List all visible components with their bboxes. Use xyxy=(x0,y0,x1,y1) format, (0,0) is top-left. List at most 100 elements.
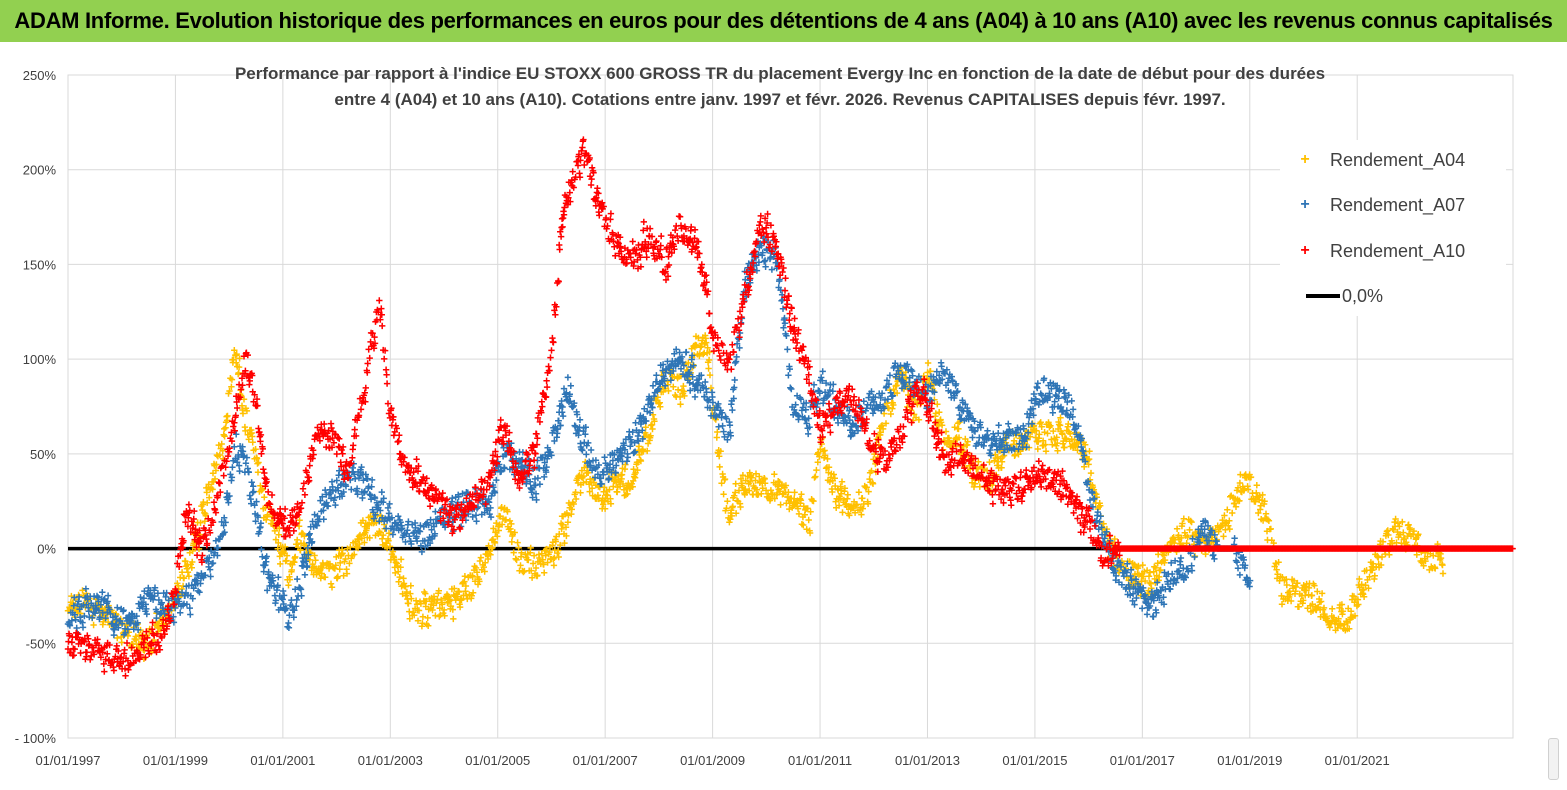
data-point-Rendement_A10 xyxy=(339,450,346,457)
data-point-Rendement_A10 xyxy=(101,668,108,675)
data-point-Rendement_A10 xyxy=(290,527,297,535)
data-point-Rendement_A04 xyxy=(1049,441,1056,448)
data-point-Rendement_A04 xyxy=(956,418,963,426)
data-point-Rendement_A04 xyxy=(429,606,436,614)
data-point-Rendement_A10 xyxy=(559,214,567,222)
data-point-Rendement_A04 xyxy=(580,479,587,486)
data-point-Rendement_A04 xyxy=(292,553,299,561)
data-point-Rendement_A04 xyxy=(739,472,747,479)
data-point-Rendement_A07 xyxy=(691,393,699,401)
data-point-Rendement_A04 xyxy=(936,409,943,416)
data-point-Rendement_A04 xyxy=(634,466,641,474)
data-point-Rendement_A04 xyxy=(254,460,261,467)
data-point-Rendement_A04 xyxy=(1338,601,1346,608)
data-point-Rendement_A04 xyxy=(1057,414,1064,421)
data-point-Rendement_A04 xyxy=(746,487,753,494)
data-point-Rendement_A04 xyxy=(356,540,363,548)
data-point-Rendement_A04 xyxy=(1252,498,1259,505)
data-point-Rendement_A04 xyxy=(249,433,256,440)
data-point-Rendement_A04 xyxy=(893,389,901,397)
data-point-Rendement_A04 xyxy=(447,602,455,610)
data-point-Rendement_A04 xyxy=(337,559,344,567)
data-point-Rendement_A04 xyxy=(1351,612,1359,619)
data-point-Rendement_A04 xyxy=(414,617,422,624)
data-point-Rendement_A04 xyxy=(367,513,374,520)
data-point-Rendement_A04 xyxy=(197,519,204,526)
data-point-Rendement_A04 xyxy=(233,359,240,366)
data-point-Rendement_A07 xyxy=(601,454,608,461)
data-point-Rendement_A04 xyxy=(114,634,121,642)
data-point-Rendement_A04 xyxy=(637,457,645,465)
data-point-Rendement_A04 xyxy=(1135,562,1142,570)
data-point-Rendement_A04 xyxy=(506,517,514,525)
data-point-Rendement_A04 xyxy=(729,503,736,510)
data-point-Rendement_A04 xyxy=(970,483,978,491)
data-point-Rendement_A04 xyxy=(1075,440,1082,447)
data-point-Rendement_A04 xyxy=(561,539,568,547)
data-point-Rendement_A10 xyxy=(357,406,365,413)
data-point-Rendement_A07 xyxy=(719,422,726,430)
data-point-Rendement_A04 xyxy=(361,539,368,546)
x-tick-label: 01/01/2021 xyxy=(1325,753,1390,768)
data-point-Rendement_A04 xyxy=(1224,506,1231,513)
data-point-Rendement_A04 xyxy=(385,537,392,544)
data-point-Rendement_A04 xyxy=(462,582,470,590)
data-point-Rendement_A04 xyxy=(484,555,492,563)
data-point-Rendement_A04 xyxy=(1215,528,1222,535)
data-point-Rendement_A10 xyxy=(394,438,401,446)
data-point-Rendement_A04 xyxy=(882,420,890,427)
data-point-Rendement_A04 xyxy=(1180,515,1187,522)
data-point-Rendement_A07 xyxy=(1049,409,1056,416)
data-point-Rendement_A04 xyxy=(233,350,240,358)
x-tick-label: 01/01/2019 xyxy=(1217,753,1282,768)
x-axis-labels: 01/01/1997 01/01/1999 01/01/2001 01/01/2003… xyxy=(35,753,1389,768)
data-point-Rendement_A04 xyxy=(406,615,413,622)
data-point-Rendement_A04 xyxy=(844,491,851,498)
data-point-Rendement_A04 xyxy=(286,576,294,583)
data-point-Rendement_A04 xyxy=(272,536,280,543)
data-point-Rendement_A10 xyxy=(306,462,313,469)
data-point-Rendement_A04 xyxy=(228,383,235,390)
data-point-Rendement_A04 xyxy=(581,464,588,471)
data-point-Rendement_A04 xyxy=(1145,573,1153,580)
data-point-Rendement_A04 xyxy=(716,453,723,460)
data-point-Rendement_A10 xyxy=(543,377,550,384)
data-point-Rendement_A04 xyxy=(636,451,643,459)
data-point-Rendement_A04 xyxy=(706,348,713,356)
data-point-Rendement_A04 xyxy=(1347,608,1355,615)
data-point-Rendement_A04 xyxy=(230,356,237,363)
data-point-Rendement_A10 xyxy=(104,650,111,657)
data-point-Rendement_A07 xyxy=(285,624,293,631)
data-point-Rendement_A04 xyxy=(461,573,469,580)
data-point-Rendement_A04 xyxy=(242,427,249,435)
data-point-Rendement_A04 xyxy=(924,359,932,367)
data-point-Rendement_A04 xyxy=(402,583,409,590)
data-point-Rendement_A04 xyxy=(606,486,613,493)
data-point-Rendement_A04 xyxy=(408,595,415,602)
data-point-Rendement_A04 xyxy=(510,549,517,556)
data-point-Rendement_A10 xyxy=(629,238,636,245)
data-point-Rendement_A04 xyxy=(332,562,339,569)
data-point-Rendement_A10 xyxy=(653,237,660,245)
data-point-Rendement_A04 xyxy=(277,560,284,568)
data-point-Rendement_A04 xyxy=(1141,577,1149,585)
data-point-Rendement_A04 xyxy=(747,478,754,486)
data-point-Rendement_A07 xyxy=(567,382,574,389)
data-point-Rendement_A04 xyxy=(562,524,570,531)
data-point-Rendement_A10 xyxy=(336,435,343,442)
data-point-Rendement_A04 xyxy=(1082,441,1089,448)
data-point-Rendement_A04 xyxy=(328,584,336,591)
data-point-Rendement_A04 xyxy=(607,500,615,507)
data-point-Rendement_A04 xyxy=(366,534,373,542)
data-point-Rendement_A04 xyxy=(846,512,853,519)
data-point-Rendement_A07 xyxy=(378,488,385,496)
data-point-Rendement_A04 xyxy=(261,494,268,501)
data-point-Rendement_A04 xyxy=(1236,479,1244,487)
data-point-Rendement_A07 xyxy=(1191,553,1198,561)
data-point-Rendement_A07 xyxy=(653,372,660,379)
data-point-Rendement_A04 xyxy=(1160,552,1168,559)
data-point-Rendement_A04 xyxy=(1221,512,1228,519)
data-point-Rendement_A04 xyxy=(540,561,547,568)
data-point-Rendement_A04 xyxy=(1186,526,1193,534)
data-point-Rendement_A04 xyxy=(469,589,477,596)
